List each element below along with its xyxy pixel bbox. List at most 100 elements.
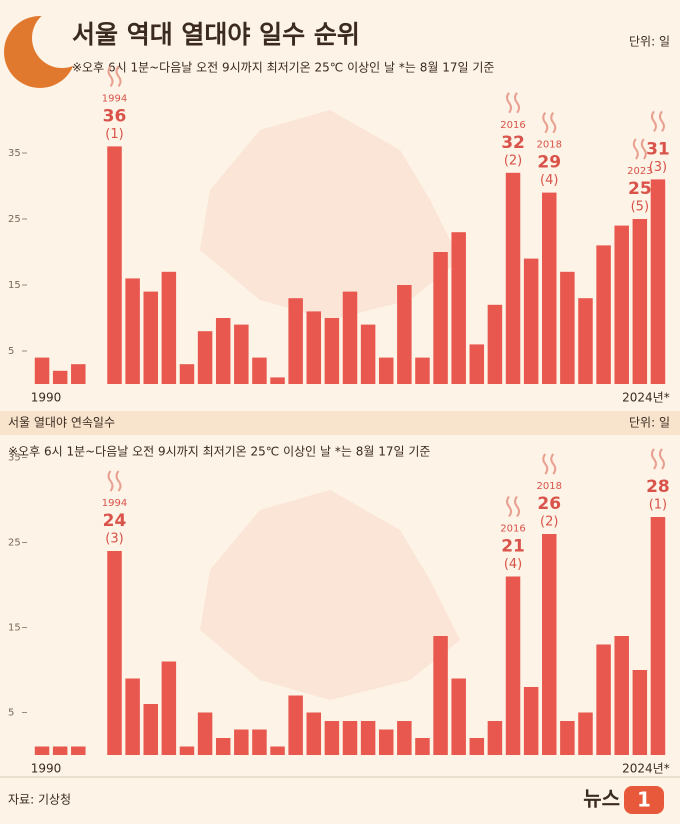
value-label: 25 — [628, 179, 652, 199]
bar — [451, 232, 466, 384]
bar — [179, 746, 195, 755]
bar — [161, 271, 177, 384]
year-label: 2018 — [537, 140, 562, 151]
rank-label: (3) — [105, 532, 123, 547]
value-label: 32 — [501, 133, 525, 153]
value-label: 31 — [646, 139, 670, 159]
steam — [650, 448, 657, 470]
y-tick-label: 25 — [8, 538, 21, 549]
bar — [143, 704, 158, 755]
x-tick-label: 1990 — [31, 762, 62, 776]
bar — [270, 377, 285, 384]
value-label: 21 — [501, 537, 525, 557]
bar — [179, 364, 195, 384]
map-shape — [200, 110, 460, 320]
bar — [650, 517, 666, 755]
bar — [433, 636, 448, 755]
bar — [125, 678, 140, 755]
steam — [107, 470, 114, 492]
bar — [252, 357, 267, 384]
value-label: 36 — [103, 106, 127, 126]
bar — [288, 695, 303, 755]
steam — [650, 110, 657, 133]
bar — [578, 298, 593, 384]
bar — [360, 721, 376, 755]
bar — [52, 746, 68, 755]
bar — [197, 712, 213, 755]
steam — [514, 495, 521, 518]
bar — [125, 278, 140, 384]
bar — [306, 311, 322, 384]
bar — [143, 291, 158, 384]
bar — [52, 370, 68, 384]
bar — [523, 687, 539, 755]
y-tick-label: 15 — [8, 280, 21, 291]
bar — [578, 712, 593, 755]
x-tick-label: 1990 — [31, 391, 62, 405]
bar — [542, 192, 557, 384]
steam — [640, 138, 647, 160]
bar — [614, 636, 629, 755]
year-label: 2016 — [500, 524, 525, 535]
chart-title: 서울 역대 열대야 일수 순위 — [72, 20, 360, 49]
rank-label: (1) — [105, 127, 123, 142]
value-label: 26 — [537, 494, 561, 514]
year-label: 2016 — [500, 120, 525, 131]
steam — [115, 65, 122, 88]
bar — [469, 738, 485, 755]
bar — [560, 721, 575, 755]
bar — [632, 219, 648, 384]
steam — [658, 110, 665, 133]
value-label: 29 — [537, 153, 561, 173]
bar — [342, 291, 358, 384]
bar — [469, 344, 485, 384]
bar — [632, 670, 648, 755]
unit: 단위: 일 — [629, 416, 670, 430]
rank-label: (5) — [631, 200, 649, 215]
x-tick-label: 2024년* — [622, 391, 670, 405]
steam — [542, 453, 549, 475]
year-label: 1994 — [102, 93, 127, 104]
bar — [34, 746, 50, 755]
bar — [34, 357, 50, 384]
rank-label: (1) — [649, 498, 667, 513]
bar — [378, 729, 394, 755]
bar — [650, 179, 666, 384]
logo-number: 1 — [637, 788, 651, 812]
steam — [506, 92, 513, 114]
chart-title: 서울 열대야 연속일수 — [8, 416, 115, 430]
steam — [550, 453, 557, 475]
source: 자료: 기상청 — [8, 793, 71, 807]
bar — [415, 738, 430, 755]
bar — [487, 721, 503, 755]
bar — [270, 746, 285, 755]
logo-badge — [624, 786, 664, 814]
bar — [596, 644, 611, 755]
bar — [451, 678, 466, 755]
bar — [596, 245, 611, 384]
rank-label: (4) — [504, 557, 522, 572]
y-tick-label: 35 — [8, 148, 21, 159]
bar — [71, 364, 86, 384]
value-label: 28 — [646, 477, 670, 497]
steam — [115, 470, 122, 492]
bar — [324, 318, 340, 384]
rank-label: (4) — [540, 173, 558, 188]
year-label: 2018 — [537, 481, 562, 492]
bar — [505, 172, 521, 384]
y-tick-label: 5 — [8, 346, 14, 357]
note: ※오후 6시 1분~다음날 오전 9시까지 최저기온 25℃ 이상인 날 *는 … — [72, 61, 494, 75]
steam — [506, 495, 513, 518]
steam — [107, 65, 114, 88]
unit: 단위: 일 — [629, 35, 670, 49]
steam — [632, 138, 639, 160]
steam — [542, 111, 549, 134]
bar — [107, 146, 122, 384]
steam — [658, 448, 665, 470]
y-tick-label: 35 — [8, 453, 21, 464]
y-tick-label: 15 — [8, 623, 21, 634]
x-tick-label: 2024년* — [622, 762, 670, 776]
bar — [197, 331, 213, 384]
bar — [614, 225, 629, 384]
